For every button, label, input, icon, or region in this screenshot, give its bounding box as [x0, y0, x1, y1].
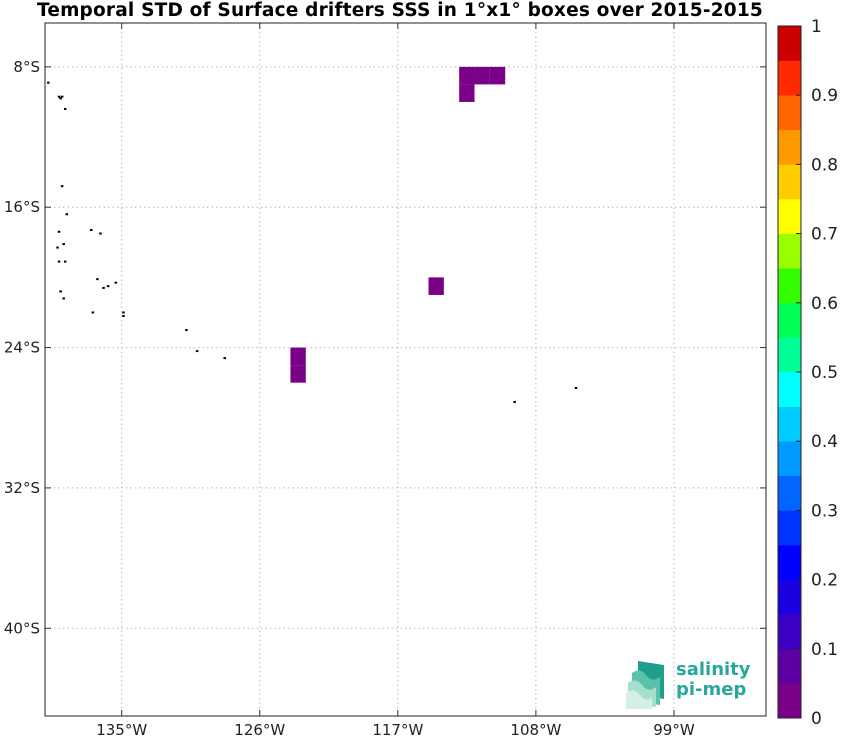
colorbar-tick-label: 0.6	[811, 294, 838, 314]
colorbar-segment	[778, 302, 801, 338]
lon-tick-label: 117°W	[372, 721, 423, 739]
colorbar-segment	[778, 579, 801, 615]
island	[57, 230, 61, 233]
colorbar-segment	[778, 475, 801, 511]
island	[65, 213, 68, 216]
colorbar-segment	[778, 60, 801, 96]
island	[223, 357, 226, 360]
colorbar-segment	[778, 545, 801, 580]
map-frame	[44, 22, 767, 717]
island	[574, 386, 578, 389]
island	[57, 260, 61, 263]
island	[90, 229, 93, 232]
colorbar-tick-label: 1	[811, 17, 822, 37]
island	[102, 286, 105, 289]
island	[62, 243, 65, 246]
island	[60, 95, 64, 98]
lat-tick-label: 32°S	[4, 479, 40, 497]
island	[56, 246, 59, 249]
island	[96, 278, 99, 281]
lat-tick-label: 16°S	[4, 198, 40, 216]
lon-tick-label: 108°W	[510, 721, 561, 739]
lon-tick-label: 135°W	[96, 721, 147, 739]
island	[122, 314, 125, 317]
colorbar-tick-label: 0.3	[811, 501, 838, 521]
island	[60, 185, 64, 188]
colorbar-segment	[778, 268, 801, 304]
colorbar-segment	[778, 372, 801, 407]
colorbar-segment	[778, 648, 801, 684]
island	[195, 350, 199, 353]
island	[99, 232, 102, 235]
colorbar-segment	[778, 683, 801, 719]
island	[59, 290, 62, 293]
colorbar-tick-label: 0.5	[811, 363, 838, 383]
lon-tick-label: 99°W	[653, 721, 695, 739]
island	[106, 285, 110, 288]
colorbar-tick-label: 0.9	[811, 86, 838, 106]
island	[513, 400, 516, 403]
map-panel: 135°W 126°W 117°W 108°W 99°W 8°S 16°S 24°S 32°S 4…	[4, 22, 767, 739]
island	[185, 329, 188, 332]
island	[114, 281, 118, 284]
logo-text-salinity: salinity	[676, 659, 751, 680]
colorbar-segment	[778, 199, 801, 234]
colorbar-segment	[778, 510, 801, 546]
logo-text-pimep: pi-mep	[676, 679, 747, 700]
island	[91, 311, 95, 314]
std-data-cell	[290, 347, 306, 366]
island	[63, 260, 67, 263]
colorbar-tick-label: 0.2	[811, 571, 838, 591]
lat-tick-label: 8°S	[13, 58, 40, 76]
colorbar-tick-label: 0	[811, 709, 822, 729]
colorbar-segment	[778, 129, 801, 165]
colorbar-tick-label: 0.7	[811, 225, 838, 245]
map-background	[45, 23, 766, 716]
std-data-cell	[290, 365, 306, 383]
colorbar-segment	[778, 164, 801, 200]
colorbar: 0 0.1 0.2 0.3 0.4 0.5 0.6 0.7 0.8 0.9 1	[777, 17, 838, 729]
colorbar-tick-label: 0.1	[811, 640, 838, 660]
colorbar-segment	[778, 233, 801, 269]
salinity-pimep-logo: salinity pi-mep	[626, 659, 756, 709]
colorbar-segment	[778, 95, 801, 131]
map-title: Temporal STD of Surface drifters SSS in …	[36, 0, 764, 21]
island	[57, 95, 61, 98]
wave-logo-icon	[626, 661, 664, 709]
std-data-cell	[459, 84, 475, 102]
island	[122, 311, 125, 314]
colorbar-segment	[778, 26, 801, 61]
lat-tick-label: 40°S	[4, 619, 40, 637]
island	[59, 97, 62, 100]
island	[47, 81, 50, 84]
colorbar-tick-label: 0.8	[811, 155, 838, 175]
island	[62, 297, 65, 300]
colorbar-tick-label: 0.4	[811, 432, 838, 452]
colorbar-segment	[778, 406, 801, 442]
lat-tick-label: 24°S	[4, 339, 40, 357]
std-data-cell	[474, 66, 490, 85]
lon-tick-label: 126°W	[234, 721, 285, 739]
colorbar-segment	[778, 337, 801, 373]
colorbar-segment	[778, 614, 801, 650]
colorbar-segment	[778, 441, 801, 477]
island	[63, 107, 67, 110]
std-data-cell	[489, 66, 506, 85]
std-data-cell	[459, 66, 475, 85]
std-data-cell	[428, 277, 444, 295]
